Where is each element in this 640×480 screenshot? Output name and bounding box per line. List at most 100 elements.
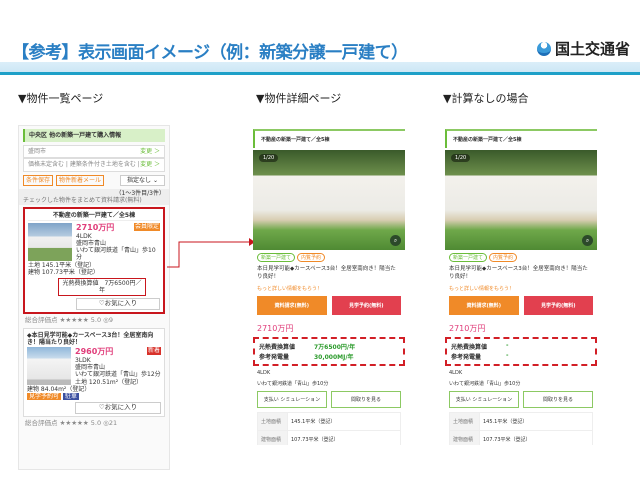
filter-area[interactable]: 盛岡市 変更 ＞ xyxy=(23,145,165,159)
spec-key: 土地面積 xyxy=(257,412,288,431)
energy-cost-value: 光熱費換算値 7万6500円／年 xyxy=(58,278,146,297)
table-row: 建物面積 107.73平米（登記） xyxy=(449,430,593,445)
rating: 総合評価点 ★★★★★ 5.0 ◎9 xyxy=(25,316,113,325)
detail-title: 不動産の新築一戸建て／全5棟 xyxy=(445,129,597,148)
layout: 4LDK xyxy=(257,370,271,376)
property-title: 不動産の新築一戸建て／全5棟 xyxy=(28,211,160,222)
change-link[interactable]: 変更 ＞ xyxy=(140,161,160,169)
page-title: 【参考】表示画面イメージ（例：新築分譲一戸建て） xyxy=(12,43,408,63)
spec-value: 107.73平米（登記） xyxy=(287,430,401,445)
more-info-link[interactable]: もっと詳しい情報をもらう！ xyxy=(257,286,323,292)
filter-price[interactable]: 価格未定含む | 建築条件付き土地を含む | 変更 ＞ xyxy=(23,158,165,172)
access: いわて銀河鉄道「青山」歩10分 xyxy=(76,247,156,262)
sort-value: 指定なし xyxy=(127,176,152,184)
list-page-mock: 中央区 他の新築一戸建て購入情報 盛岡市 変更 ＞ 価格未定含む | 建築条件付き… xyxy=(18,125,170,470)
property-card[interactable]: ◆本日見学可能◆カースペース3台！全居室南向き！陽当たり良好！ 新着 2960万… xyxy=(23,328,165,417)
section-label-nocalc: ▼計算なしの場合 xyxy=(443,92,529,105)
table-row: 建物面積 107.73平米（登記） xyxy=(257,430,401,445)
spec-table: 土地面積 145.1平米（登記） 建物面積 107.73平米（登記） xyxy=(257,412,401,445)
floorplan-button[interactable]: 間取りを見る xyxy=(331,391,401,408)
detail-page-mock: 不動産の新築一戸建て／全5棟 1/20 ⌕ 新築一戸建て 内覧予約 本日見学可能◆カ… xyxy=(253,125,405,445)
layout: 3LDK xyxy=(75,356,91,364)
property-title: ◆本日見学可能◆カースペース3台！全居室南向き！陽当たり良好！ xyxy=(27,332,154,347)
table-row: 土地面積 145.1平米（登記） xyxy=(449,412,593,431)
detail-title: 不動産の新築一戸建て／全5棟 xyxy=(253,129,405,148)
request-button[interactable]: 資料請求(無料) xyxy=(257,296,327,315)
request-button[interactable]: 資料請求(無料) xyxy=(449,296,519,315)
property-price: 2710万円 xyxy=(257,324,294,333)
power-value: - xyxy=(506,352,509,359)
save-condition-button[interactable]: 条件保存 xyxy=(23,174,54,186)
photo-counter: 1/20 xyxy=(259,154,279,162)
visit-button[interactable]: 見学予約(無料) xyxy=(523,296,593,315)
property-price: 2960万円 xyxy=(75,347,114,357)
catch-copy: 本日見学可能◆カースペース3台！全居室南向き！陽当たり良好！ xyxy=(449,266,588,280)
more-info-link[interactable]: もっと詳しい情報をもらう！ xyxy=(449,286,515,292)
property-price: 2710万円 xyxy=(76,223,115,233)
favorite-button[interactable]: ♡お気に入り xyxy=(76,298,160,311)
tag: 新築一戸建て xyxy=(449,253,488,262)
list-heading: 中央区 他の新築一戸建て購入情報 xyxy=(23,129,165,143)
bulk-request-link[interactable]: チェックした物件をまとめて資料請求(無料) xyxy=(23,196,142,204)
property-card[interactable]: 不動産の新築一戸建て／全5棟 会員限定 2710万円 4LDK 盛岡市青山 いわ… xyxy=(23,207,165,315)
land-area: 土地 145.1平米（登記） xyxy=(28,261,96,269)
energy-info-box: 光熱費換算値 7万6500円/年 参考発電量 30,000MJ/年 xyxy=(253,337,405,366)
property-price: 2710万円 xyxy=(449,324,486,333)
tag: 新築一戸建て xyxy=(257,253,296,262)
table-row: 土地面積 145.1平米（登記） xyxy=(257,412,401,431)
spec-value: 145.1平米（登記） xyxy=(287,412,401,431)
property-photo[interactable]: 1/20 ⌕ xyxy=(445,150,597,250)
zoom-icon[interactable]: ⌕ xyxy=(390,235,401,246)
energy-cost-label: 光熱費換算値 xyxy=(259,344,296,351)
energy-info-box: 光熱費換算値 - 参考発電量 - xyxy=(445,337,597,366)
ministry-logo: 国土交通省 xyxy=(536,38,630,59)
logo-icon xyxy=(536,41,551,56)
power-label: 参考発電量 xyxy=(451,354,482,361)
favorite-button[interactable]: ♡お気に入り xyxy=(75,402,161,414)
visit-button[interactable]: 見学予約(無料) xyxy=(331,296,401,315)
address: 盛岡市青山 xyxy=(75,364,106,372)
section-label-list: ▼物件一覧ページ xyxy=(18,92,104,105)
spec-value: 107.73平米（登記） xyxy=(479,430,593,445)
payment-sim-button[interactable]: 支払い シミュレーション xyxy=(449,391,519,408)
layout: 4LDK xyxy=(76,232,92,240)
spec-value: 145.1平米（登記） xyxy=(479,412,593,431)
logo-text: 国土交通省 xyxy=(554,40,630,58)
spec-key: 建物面積 xyxy=(449,430,480,445)
zoom-icon[interactable]: ⌕ xyxy=(582,235,593,246)
filter-label: 盛岡市 xyxy=(28,148,47,156)
photo-counter: 1/20 xyxy=(451,154,471,162)
energy-cost-label: 光熱費換算値 xyxy=(451,344,488,351)
member-badge: 会員限定 xyxy=(133,223,160,231)
tag: 内覧予約 xyxy=(297,253,326,262)
header-band xyxy=(0,62,640,72)
mail-button[interactable]: 物件新着メール xyxy=(56,174,105,186)
spec-key: 建物面積 xyxy=(257,430,288,445)
property-photo[interactable] xyxy=(27,347,71,386)
rating: 総合評価点 ★★★★★ 5.0 ◎21 xyxy=(25,418,118,427)
filter-label: 価格未定含む | 建築条件付き土地を含む | xyxy=(28,161,140,169)
payment-sim-button[interactable]: 支払い シミュレーション xyxy=(257,391,327,408)
property-photo[interactable] xyxy=(28,223,72,262)
floorplan-button[interactable]: 間取りを見る xyxy=(523,391,593,408)
tag: 内覧予約 xyxy=(489,253,518,262)
energy-cost-value: - xyxy=(506,342,509,349)
result-count: （1～3件目/3件） xyxy=(115,189,165,197)
power-label: 参考発電量 xyxy=(259,354,290,361)
detail-page-mock: 不動産の新築一戸建て／全5棟 1/20 ⌕ 新築一戸建て 内覧予約 本日見学可能◆カ… xyxy=(445,125,597,445)
tag: 駐車 xyxy=(62,392,79,400)
property-photo[interactable]: 1/20 ⌕ xyxy=(253,150,405,250)
new-badge: 新着 xyxy=(146,347,161,355)
access: いわて銀河鉄道「青山」歩10分 xyxy=(257,381,329,387)
power-value: 30,000MJ/年 xyxy=(314,354,354,361)
sort-select[interactable]: 指定なし ⌄ xyxy=(120,174,165,186)
section-label-detail: ▼物件詳細ページ xyxy=(256,92,342,105)
header-divider xyxy=(0,72,640,75)
building-area: 建物 84.04m²（登記） xyxy=(27,385,91,393)
address: 盛岡市青山 xyxy=(76,240,107,248)
layout: 4LDK xyxy=(449,370,463,376)
access: いわて銀河鉄道「青山」歩10分 xyxy=(449,381,521,387)
change-link[interactable]: 変更 ＞ xyxy=(140,148,160,156)
energy-cost-value: 7万6500円/年 xyxy=(314,344,356,351)
spec-table: 土地面積 145.1平米（登記） 建物面積 107.73平米（登記） xyxy=(449,412,593,445)
